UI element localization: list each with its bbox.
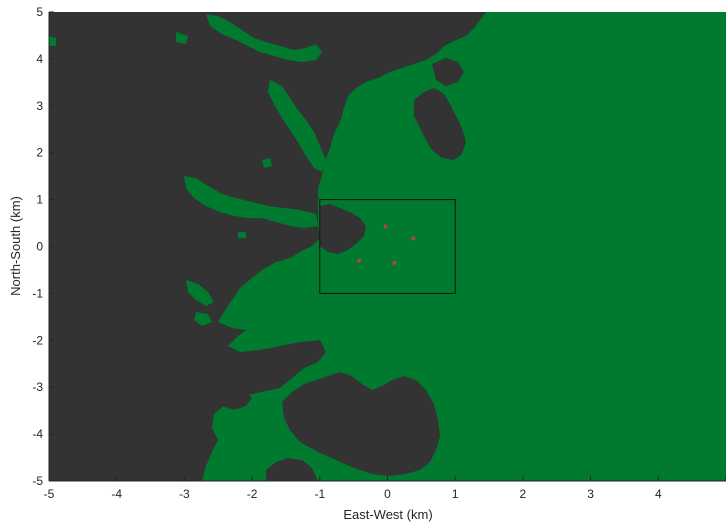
x-tick-label: 4 bbox=[655, 487, 662, 501]
x-tick-label: -1 bbox=[314, 487, 325, 501]
y-tick-label: 4 bbox=[36, 52, 43, 66]
x-tick-label: -2 bbox=[247, 487, 258, 501]
dark-intrusion-central-west bbox=[320, 204, 366, 254]
marker-point-2 bbox=[411, 236, 416, 241]
dark-intrusion-south-west bbox=[220, 388, 252, 410]
y-tick-label: 0 bbox=[36, 240, 43, 254]
visible-patch-far-west bbox=[49, 36, 56, 46]
y-tick-label: 3 bbox=[36, 99, 43, 113]
axes bbox=[48, 11, 726, 482]
dark-intrusion-north-channel bbox=[432, 58, 464, 86]
x-tick-label: 3 bbox=[587, 487, 594, 501]
y-tick-label: -5 bbox=[32, 474, 43, 488]
visible-patch-north-small bbox=[176, 32, 188, 44]
y-tick-label: -1 bbox=[32, 286, 43, 300]
x-tick-label: 0 bbox=[384, 487, 391, 501]
visible-patch-west-lower bbox=[186, 280, 214, 306]
y-tick-label: 5 bbox=[36, 5, 43, 19]
y-tick-label: -3 bbox=[32, 380, 43, 394]
x-tick-label: 1 bbox=[452, 487, 459, 501]
visible-patch-west-speck bbox=[238, 232, 246, 238]
y-tick-label: -2 bbox=[32, 333, 43, 347]
visible-patch-west-mid bbox=[262, 158, 272, 168]
marker-group bbox=[357, 224, 416, 265]
x-tick-label: 2 bbox=[520, 487, 527, 501]
x-tick-label: -4 bbox=[111, 487, 122, 501]
y-axis-ticks: 5 4 3 2 1 0 -1 -2 -3 -4 -5 bbox=[32, 5, 43, 488]
x-axis-label: East-West (km) bbox=[343, 507, 432, 522]
visible-patch-west-arm bbox=[184, 176, 318, 228]
dark-intrusion-ridge-south bbox=[282, 372, 440, 476]
marker-point-4 bbox=[392, 260, 397, 265]
y-tick-label: -4 bbox=[32, 427, 43, 441]
x-tick-label: -3 bbox=[179, 487, 190, 501]
dark-intrusion-far-south bbox=[266, 458, 318, 481]
x-tick-label: -5 bbox=[44, 487, 55, 501]
dark-intrusion-north-east bbox=[414, 88, 466, 160]
visible-patch-south-west-small bbox=[194, 312, 212, 326]
visible-patch-north-ridge bbox=[206, 14, 322, 62]
marker-point-3 bbox=[357, 258, 362, 263]
plot-area bbox=[49, 12, 726, 481]
terrain-visible-region bbox=[202, 12, 726, 481]
visible-patch-north-spur bbox=[268, 80, 326, 172]
study-area-box bbox=[319, 199, 456, 294]
y-axis-label: North-South (km) bbox=[8, 196, 23, 296]
marker-point-1 bbox=[383, 224, 388, 229]
y-tick-label: 2 bbox=[36, 146, 43, 160]
y-tick-label: 1 bbox=[36, 193, 43, 207]
